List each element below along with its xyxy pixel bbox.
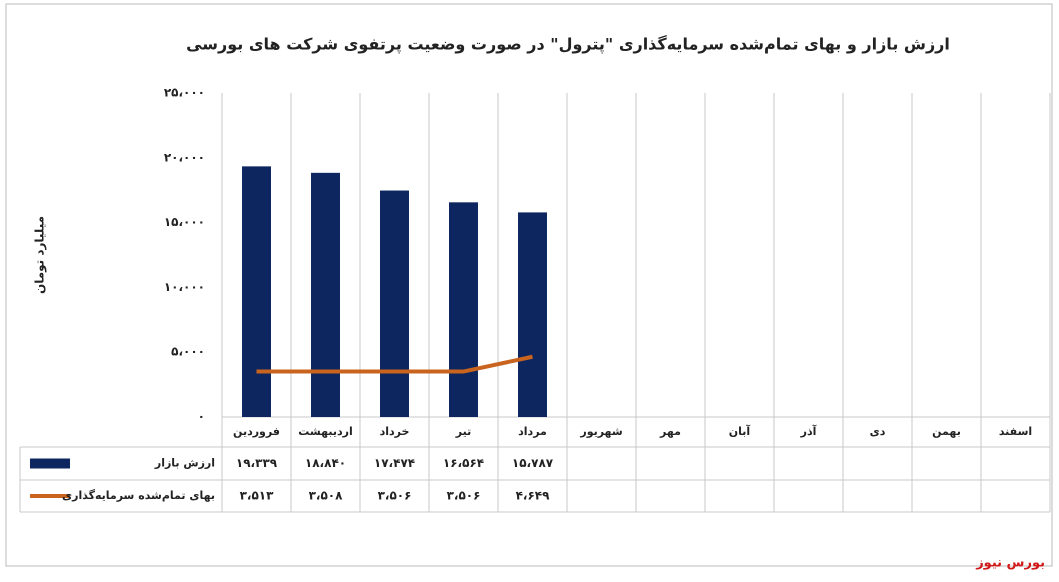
legend-label: ارزش بازار xyxy=(154,457,215,470)
x-tick-label: بهمن xyxy=(932,425,961,438)
y-tick-label: ۵،۰۰۰ xyxy=(171,345,205,359)
x-tick-label: دی xyxy=(870,425,886,438)
x-tick-label: آبان xyxy=(729,424,751,438)
bar xyxy=(311,172,340,417)
y-tick-label: ۲۰،۰۰۰ xyxy=(164,150,205,164)
y-tick-label: ۱۵،۰۰۰ xyxy=(164,215,205,229)
x-tick-label: خرداد xyxy=(380,425,410,438)
data-label: ۳،۵۰۸ xyxy=(309,489,344,503)
data-label: ۱۹،۳۳۹ xyxy=(236,456,278,470)
y-tick-label: ۰ xyxy=(198,410,205,424)
x-tick-label: فروردین xyxy=(233,425,280,438)
data-label: ۱۵،۷۸۷ xyxy=(512,456,554,470)
bar xyxy=(518,212,547,417)
x-tick-label: مهر xyxy=(659,425,681,438)
y-tick-label: ۲۵،۰۰۰ xyxy=(164,86,205,100)
line xyxy=(256,354,533,374)
bar xyxy=(380,190,409,417)
data-label: ۳،۵۰۶ xyxy=(447,489,481,503)
x-tick-label: آذر xyxy=(800,424,817,438)
legend-label: بهای تمام‌شده سرمایه‌گذاری xyxy=(62,489,215,502)
bar xyxy=(242,166,271,417)
x-tick-label: اسفند xyxy=(999,425,1032,438)
data-label: ۱۶،۵۶۴ xyxy=(443,456,484,470)
data-label: ۱۸،۸۴۰ xyxy=(305,456,346,470)
data-label: ۳،۵۱۳ xyxy=(240,489,275,503)
data-label: ۱۷،۴۷۴ xyxy=(374,456,415,470)
y-tick-label: ۱۰،۰۰۰ xyxy=(164,280,205,294)
x-tick-label: اردیبهشت xyxy=(298,425,352,438)
bar xyxy=(449,202,478,417)
watermark: بورس نیوز xyxy=(975,556,1045,571)
y-axis-label: میلیارد تومان xyxy=(33,216,48,294)
x-tick-label: شهریور xyxy=(579,425,622,438)
chart-title: ارزش بازار و بهای تمام‌شده سرمایه‌گذاری … xyxy=(186,35,950,55)
data-label: ۴،۶۴۹ xyxy=(516,489,551,503)
x-tick-label: مرداد xyxy=(518,425,547,438)
x-tick-label: تیر xyxy=(455,425,471,438)
data-label: ۳،۵۰۶ xyxy=(378,489,412,503)
legend-key xyxy=(30,458,70,469)
